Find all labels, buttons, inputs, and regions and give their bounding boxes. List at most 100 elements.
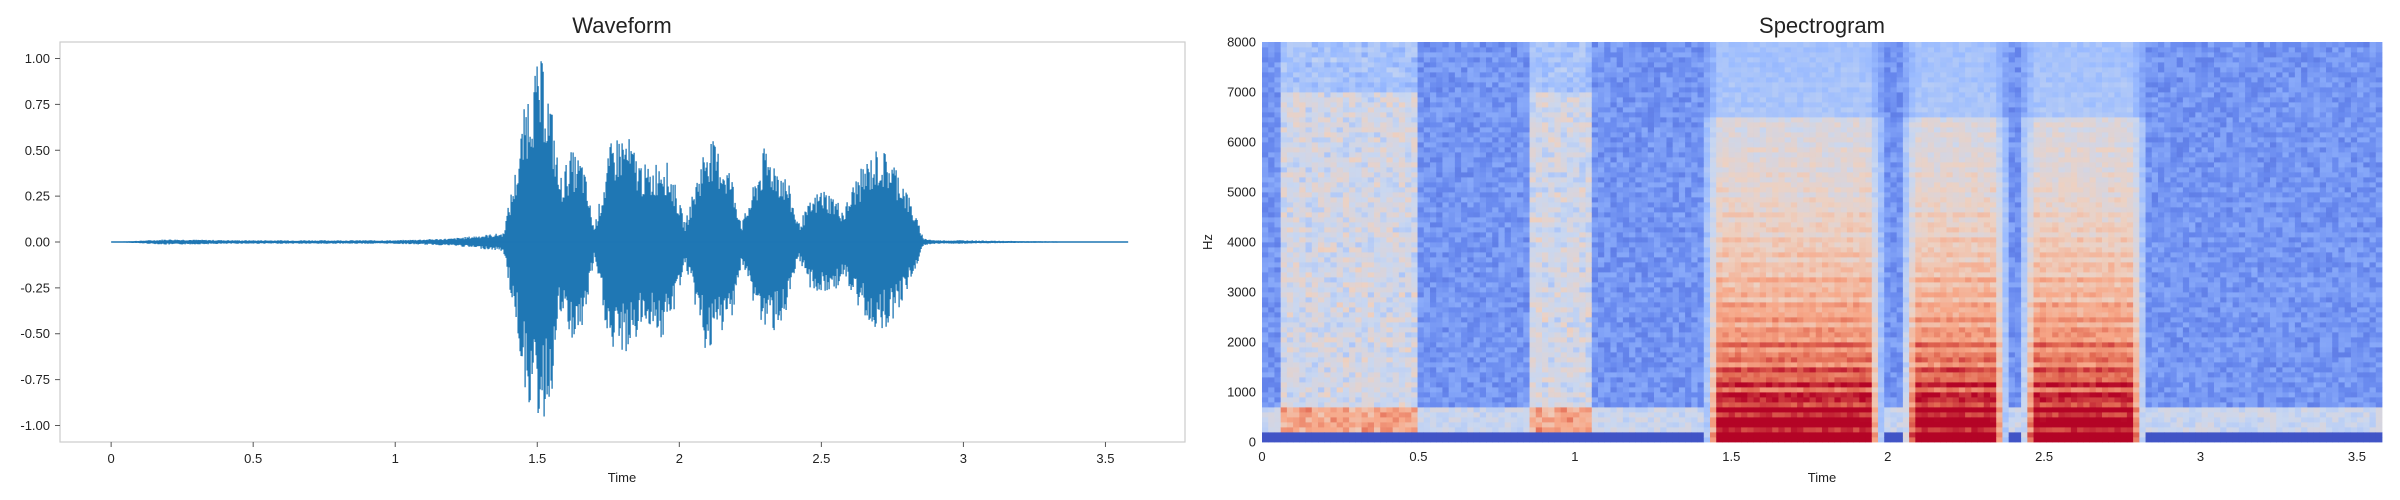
spectrogram-cell [1286,292,1294,298]
spectrogram-cell [1517,282,1524,288]
spectrogram-cell [1616,157,1624,163]
spectrogram-cell [1542,237,1549,243]
spectrogram-cell [1560,337,1568,343]
spectrogram-cell [1386,227,1394,233]
spectrogram-cell [1454,407,1462,413]
spectrogram-cell [1349,407,1356,413]
spectrogram-cell [1535,262,1543,268]
spectrogram-cell [1398,127,1406,133]
spectrogram-cell [1598,427,1605,433]
spectrogram-cell [1305,137,1313,143]
spectrogram-cell [1342,307,1350,313]
spectrogram-cell [1467,412,1474,418]
spectrogram-cell [1554,257,1562,263]
spectrogram-cell [1492,262,1499,268]
spectrogram-cell [1635,252,1642,258]
spectrogram-cell [1566,172,1574,178]
spectrogram-cell [1349,92,1356,98]
spectrogram-cell [1386,92,1394,98]
spectrogram-cell [1473,222,1481,228]
spectrogram-cell [1355,352,1362,358]
spectrogram-cell [1430,102,1437,108]
spectrogram-cell [1486,142,1493,148]
spectrogram-cell [1529,282,1537,288]
spectrogram-cell [1548,362,1555,368]
spectrogram-cell [1405,67,1412,73]
spectrogram-cell [1280,277,1288,283]
spectrogram-cell [1523,337,1530,343]
spectrogram-cell [1610,247,1618,253]
spectrogram-cell [1548,322,1555,328]
spectrogram-cell [1542,122,1549,128]
spectrogram-cell [1355,397,1362,403]
spectrogram-cell [1286,102,1294,108]
spectrogram-cell [1479,412,1487,418]
spectrogram-cell [1336,187,1344,193]
spectrogram-cell [1336,142,1344,148]
spectrogram-cell [1430,122,1437,128]
spectrogram-cell [1585,407,1593,413]
spectrogram-cell [1473,302,1481,308]
spectrogram-cell [1311,222,1319,228]
spectrogram-cell [1262,387,1269,393]
spectrogram-cell [1622,67,1630,73]
spectrogram-cell [1554,87,1562,93]
spectrogram-cell [1454,72,1462,78]
spectrogram-cell [1610,437,1618,443]
spectrogram-cell [1622,392,1630,398]
spectrogram-cell [1566,187,1574,193]
spectrogram-cell [1386,332,1394,338]
spectrogram-cell [1542,222,1549,228]
spectrogram-cell [1318,92,1325,98]
spectrogram-cell [1262,382,1269,388]
spectrogram-cell [1286,387,1294,393]
spectrogram-cell [1566,192,1574,198]
spectrogram-cell [1535,417,1543,423]
spectrogram-cell [1380,332,1387,338]
spectrogram-cell [1573,142,1580,148]
spectrogram-cell [1467,172,1474,178]
spectrogram-cell [1585,317,1593,323]
spectrogram-cell [1305,152,1313,158]
spectrogram-cell [1641,212,1649,218]
spectrogram-cell [1430,167,1437,173]
spectrogram-cell [1591,327,1599,333]
spectrogram-cell [1641,372,1649,378]
spectrogram-cell [1523,397,1530,403]
spectrogram-cell [1417,232,1425,238]
spectrogram-cell [1598,307,1605,313]
spectrogram-cell [1635,277,1642,283]
spectrogram-cell [1398,142,1406,148]
spectrogram-cell [1336,112,1344,118]
spectrogram-cell [1448,402,1456,408]
spectrogram-cell [1622,172,1630,178]
spectrogram-cell [1492,142,1499,148]
spectrogram-cell [1629,62,1636,68]
spectrogram-cell [1336,62,1344,68]
spectrogram-cell [1305,417,1313,423]
spectrogram-cell [1529,122,1537,128]
spectrogram-cell [1305,202,1313,208]
spectrogram-cell [1324,187,1331,193]
spectrogram-cell [1355,377,1362,383]
spectrogram-cell [1342,227,1350,233]
spectrogram-cell [1554,197,1562,203]
spectrogram-cell [1436,152,1443,158]
spectrogram-cell [1622,222,1630,228]
spectrogram-cell [1486,162,1493,168]
spectrogram-cell [1318,342,1325,348]
spectrogram-cell [1510,167,1518,173]
spectrogram-cell [1442,122,1450,128]
spectrogram-cell [1486,122,1493,128]
spectrogram-cell [1268,177,1275,183]
spectrogram-cell [1349,197,1356,203]
spectrogram-cell [1274,197,1282,203]
spectrogram-cell [1566,427,1574,433]
spectrogram-cell [1286,197,1294,203]
spectrogram-cell [1361,87,1369,93]
spectrogram-cell [1542,282,1549,288]
spectrogram-cell [1405,222,1412,228]
spectrogram-cell [1448,197,1456,203]
spectrogram-cell [1529,137,1537,143]
spectrogram-cell [1535,337,1543,343]
